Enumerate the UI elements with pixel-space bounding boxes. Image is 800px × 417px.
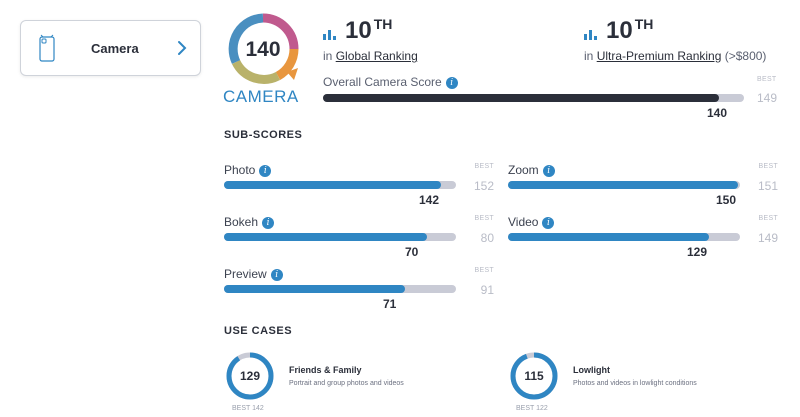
sub-score-video: Video i BEST 149 129: [508, 215, 788, 265]
use-cases-heading: USE CASES: [224, 325, 293, 337]
sub-score-zoom: Zoom i BEST 151 150: [508, 163, 788, 213]
sub-score-preview: Preview i BEST 91 71: [224, 267, 504, 317]
use-case-ring: [510, 352, 558, 400]
sub-score-fill: [224, 181, 441, 189]
overall-score-value: 140: [707, 106, 728, 120]
use-case-title: Friends & Family: [289, 365, 362, 375]
segment-rank-value: 10 TH: [606, 16, 654, 44]
sub-scores-heading: SUB-SCORES: [224, 129, 303, 141]
sub-score-name: Preview i: [224, 267, 283, 281]
ranking-bars-icon: [584, 30, 597, 40]
sub-score-best-value: 149: [757, 231, 778, 245]
sidebar-item-label: Camera: [91, 41, 139, 56]
ranking-bars-icon: [323, 30, 336, 40]
sub-score-fill: [508, 233, 709, 241]
ultra-premium-ranking-link[interactable]: Ultra-Premium Ranking: [596, 49, 722, 63]
use-case-score: 115: [524, 369, 544, 383]
sub-score-best-label: BEST: [474, 215, 494, 222]
segment-rank-prefix: in: [584, 49, 594, 63]
sub-score-bar: [224, 285, 456, 293]
sub-score-bar: [224, 181, 456, 189]
sub-score-photo: Photo i BEST 152 142: [224, 163, 504, 213]
sub-score-bar: [508, 233, 740, 241]
sub-score-name: Bokeh i: [224, 215, 275, 229]
global-rank-value: 10 TH: [345, 16, 393, 44]
sub-score-fill: [224, 233, 427, 241]
sub-score-best-label: BEST: [474, 163, 494, 170]
smartphone-icon: [39, 34, 55, 62]
sub-score-value: 71: [383, 297, 397, 311]
sub-score-value: 129: [687, 245, 708, 259]
overall-best-value: 149: [757, 91, 778, 105]
info-icon[interactable]: i: [445, 76, 458, 89]
sub-score-best-value: 80: [480, 231, 494, 245]
sub-score-best-value: 91: [480, 283, 494, 297]
sub-score-best-value: 151: [757, 179, 778, 193]
sub-score-bar: [508, 181, 740, 189]
badge-score: 140: [245, 38, 280, 61]
use-case-best: BEST 122: [516, 405, 548, 412]
info-icon[interactable]: i: [542, 164, 555, 177]
chevron-right-icon: [178, 41, 187, 55]
global-ranking-link[interactable]: Global Ranking: [335, 49, 418, 63]
sub-score-value: 142: [419, 193, 440, 207]
use-case-description: Portrait and group photos and videos: [289, 380, 404, 387]
use-case: 129 BEST 142 Friends & Family Portrait and …: [224, 350, 494, 412]
sub-score-fill: [224, 285, 405, 293]
overall-score-bar: [323, 94, 744, 102]
sub-score-fill: [508, 181, 738, 189]
sub-score-best-label: BEST: [758, 215, 778, 222]
use-case-description: Photos and videos in lowlight conditions: [573, 380, 697, 387]
use-case: 115 BEST 122 Lowlight Photos and videos in …: [508, 350, 778, 412]
global-rank-prefix: in: [323, 49, 333, 63]
info-icon[interactable]: i: [259, 164, 272, 177]
sub-score-best-label: BEST: [474, 267, 494, 274]
badge-label: CAMERA: [223, 87, 299, 106]
sub-score-value: 70: [405, 245, 419, 259]
sub-score-best-label: BEST: [758, 163, 778, 170]
info-icon[interactable]: i: [270, 268, 283, 281]
info-icon[interactable]: i: [262, 216, 275, 229]
use-case-best: BEST 142: [232, 405, 264, 412]
info-icon[interactable]: i: [542, 216, 555, 229]
overall-best-label: BEST: [757, 76, 777, 83]
sub-score-bokeh: Bokeh i BEST 80 70: [224, 215, 504, 265]
overall-score-label: Overall Camera Score i: [323, 75, 458, 89]
sub-score-name: Zoom i: [508, 163, 555, 177]
sidebar-item-camera[interactable]: Camera: [20, 20, 201, 76]
use-case-ring: [226, 352, 274, 400]
overall-score-fill: [323, 94, 719, 102]
sub-score-best-value: 152: [473, 179, 494, 193]
camera-score-badge: 140: [228, 13, 299, 84]
sub-score-value: 150: [716, 193, 737, 207]
use-case-title: Lowlight: [573, 365, 610, 375]
sub-score-name: Photo i: [224, 163, 272, 177]
sub-score-name: Video i: [508, 215, 555, 229]
segment-price-note: (>$800): [724, 49, 767, 63]
sub-score-bar: [224, 233, 456, 241]
use-case-score: 129: [239, 369, 261, 383]
